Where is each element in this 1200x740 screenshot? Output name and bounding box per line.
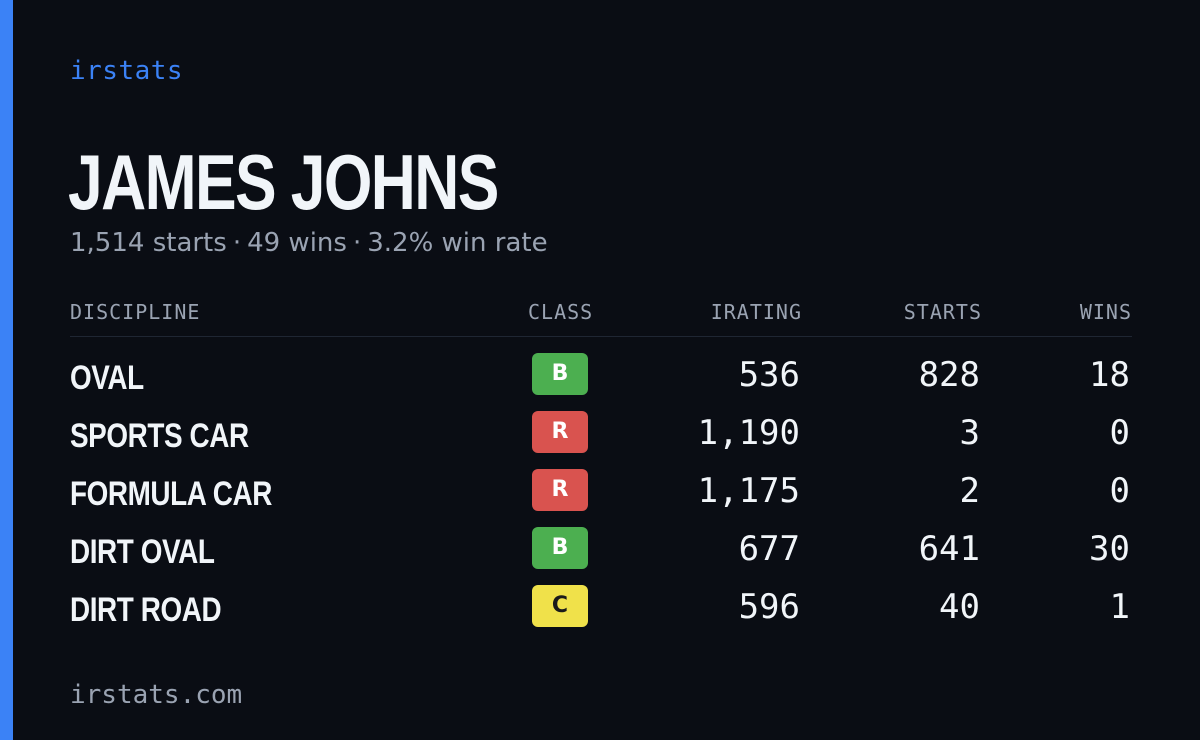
starts-value: 3: [959, 413, 980, 453]
header-wins: WINS: [1079, 300, 1132, 324]
class-badge: B: [532, 527, 588, 569]
irating-value: 677: [738, 529, 800, 569]
brand-logo-text: irstats: [70, 56, 184, 86]
starts-summary: 1,514 starts: [70, 228, 227, 258]
table-header: DISCIPLINE CLASS IRATING STARTS WINS: [70, 298, 1132, 337]
discipline-name: FORMULA CAR: [70, 475, 272, 513]
summary-separator: ·: [352, 228, 362, 258]
table-row: OVAL B 536 828 18: [70, 351, 1132, 409]
stats-table: DISCIPLINE CLASS IRATING STARTS WINS OVA…: [70, 298, 1132, 641]
wins-value: 30: [1089, 529, 1130, 569]
header-irating: IRATING: [710, 300, 802, 324]
header-starts: STARTS: [903, 300, 982, 324]
table-row: DIRT ROAD C 596 40 1: [70, 583, 1132, 641]
table-row: FORMULA CAR R 1,175 2 0: [70, 467, 1132, 525]
discipline-name: DIRT OVAL: [70, 533, 215, 571]
starts-value: 828: [918, 355, 980, 395]
starts-value: 40: [939, 587, 980, 627]
driver-summary: 1,514 starts · 49 wins · 3.2% win rate: [70, 228, 548, 258]
table-row: DIRT OVAL B 677 641 30: [70, 525, 1132, 583]
footer-url: irstats.com: [70, 680, 243, 710]
irating-value: 596: [738, 587, 800, 627]
table-body: OVAL B 536 828 18 SPORTS CAR R 1,190 3 0…: [70, 351, 1132, 641]
wins-value: 0: [1109, 413, 1130, 453]
header-discipline: DISCIPLINE: [70, 300, 201, 324]
win-rate-summary: 3.2% win rate: [367, 228, 548, 258]
class-badge: C: [532, 585, 588, 627]
class-badge: B: [532, 353, 588, 395]
accent-bar: [0, 0, 13, 740]
irating-value: 1,175: [697, 471, 800, 511]
starts-value: 2: [959, 471, 980, 511]
table-row: SPORTS CAR R 1,190 3 0: [70, 409, 1132, 467]
starts-value: 641: [918, 529, 980, 569]
discipline-name: DIRT ROAD: [70, 591, 222, 629]
class-badge: R: [532, 411, 588, 453]
irating-value: 1,190: [697, 413, 800, 453]
wins-value: 18: [1089, 355, 1130, 395]
driver-name: JAMES JOHNS: [68, 138, 499, 226]
class-badge: R: [532, 469, 588, 511]
irating-value: 536: [738, 355, 800, 395]
wins-value: 1: [1109, 587, 1130, 627]
header-class: CLASS: [528, 300, 594, 324]
wins-summary: 49 wins: [247, 228, 347, 258]
summary-separator: ·: [232, 228, 242, 258]
wins-value: 0: [1109, 471, 1130, 511]
discipline-name: OVAL: [70, 359, 144, 397]
discipline-name: SPORTS CAR: [70, 417, 249, 455]
